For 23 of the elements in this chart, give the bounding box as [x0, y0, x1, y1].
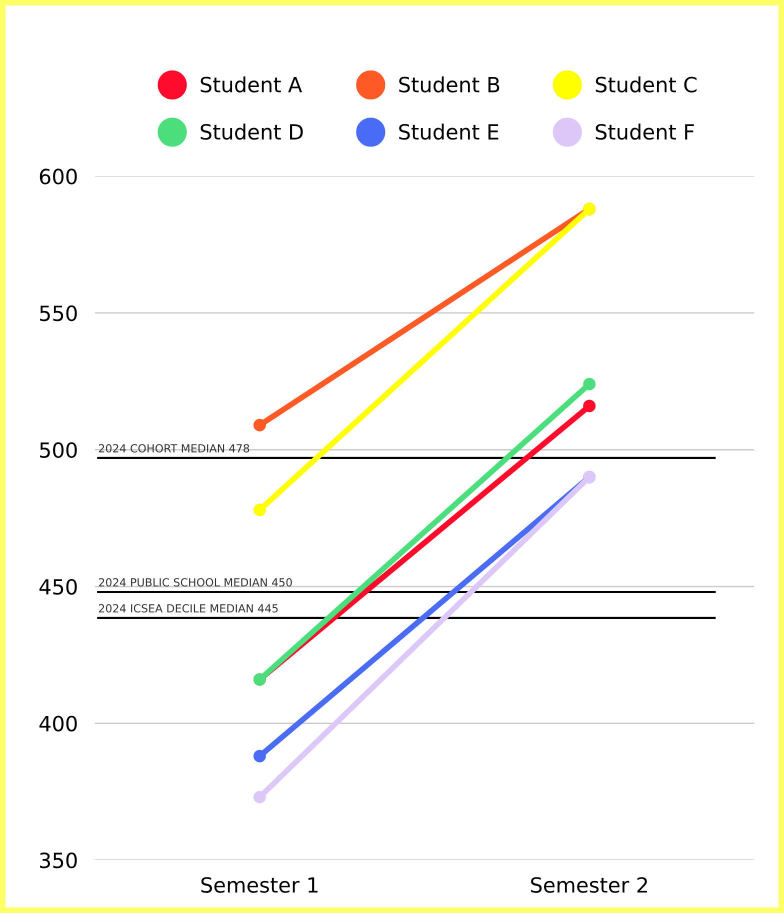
legend-label: Student F [596, 124, 694, 140]
legend-label: Student A [200, 76, 302, 92]
legend-label: Student C [596, 76, 697, 92]
point [253, 750, 266, 762]
x-tick-label: Semester 2 [531, 877, 648, 893]
point [583, 400, 596, 412]
y-tick-label: 600 [40, 168, 77, 184]
point [583, 378, 596, 390]
point [253, 504, 266, 516]
legend-label: Student D [200, 124, 303, 140]
x-tick-label: Semester 1 [201, 877, 318, 893]
ref-line-label: 2024 COHORT MEDIAN 478 [98, 444, 250, 453]
ref-line-label: 2024 PUBLIC SCHOOL MEDIAN 450 [98, 578, 292, 587]
y-tick-label: 350 [40, 852, 77, 868]
point [253, 790, 266, 804]
y-tick-label: 500 [40, 442, 77, 458]
legend-label: Student E [399, 124, 498, 140]
y-tick-label: 450 [39, 578, 77, 595]
point [253, 418, 266, 432]
legend-label: Student B [399, 76, 500, 92]
ref-line-label: 2024 ICSEA DECILE MEDIAN 445 [98, 604, 278, 613]
y-tick-label: 550 [40, 305, 77, 322]
y-tick-label: 400 [39, 716, 77, 732]
